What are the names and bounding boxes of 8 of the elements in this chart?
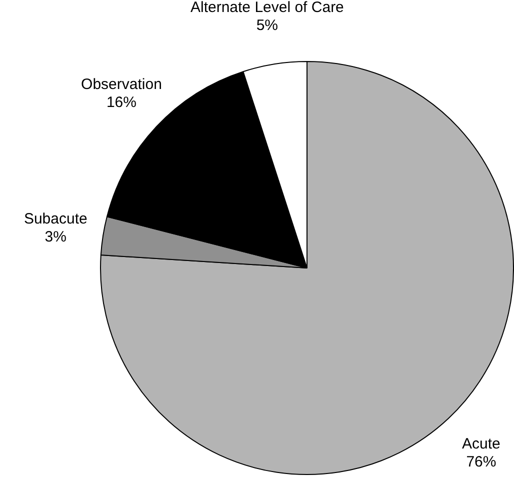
- data-label: 3%: [44, 228, 66, 246]
- slice-label: Alternate Level of Care: [190, 0, 344, 16]
- slice-label: Observation: [81, 76, 162, 93]
- slice-label: Subacute: [24, 210, 88, 228]
- slice-label: Acute: [462, 436, 500, 453]
- data-label: 5%: [256, 16, 278, 34]
- data-label: 16%: [106, 94, 136, 111]
- data-label: 76%: [466, 454, 496, 471]
